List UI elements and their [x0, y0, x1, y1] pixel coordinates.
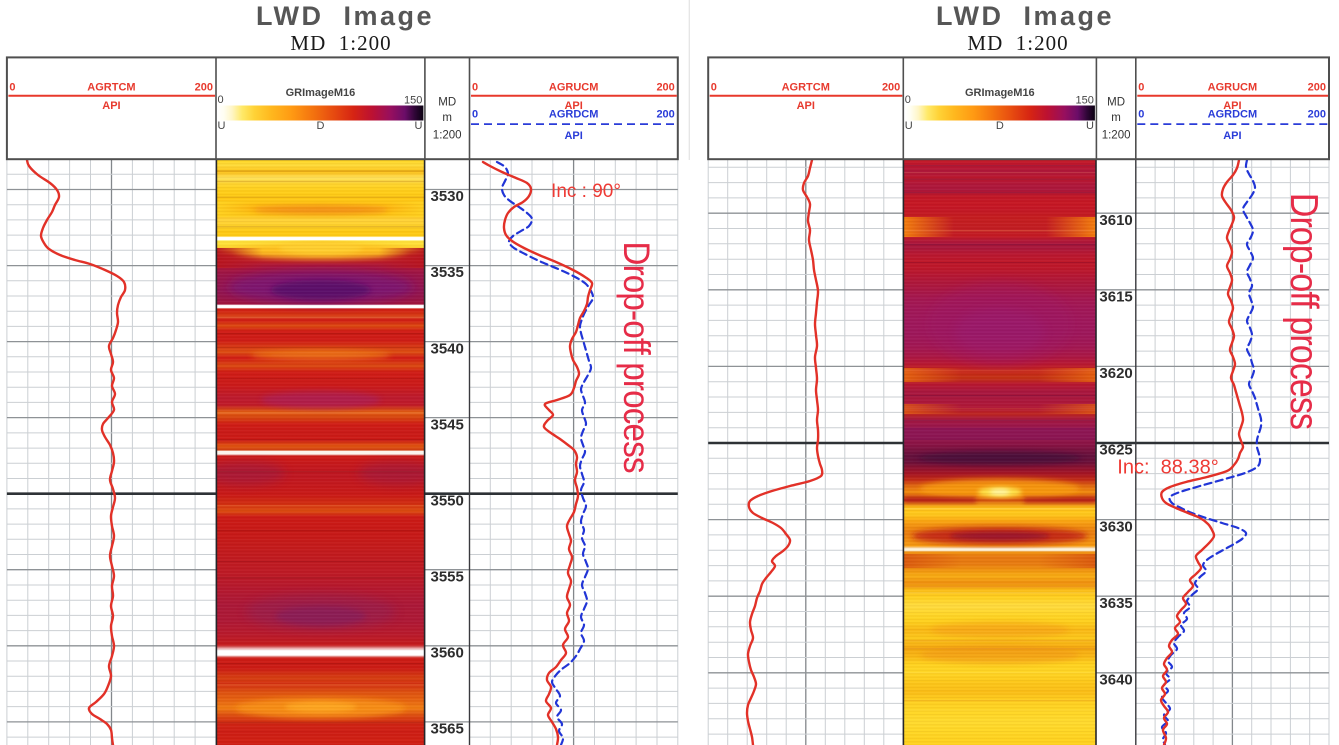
svg-text:150: 150: [404, 95, 422, 107]
svg-text:150: 150: [1076, 95, 1094, 107]
svg-text:200: 200: [195, 82, 213, 94]
svg-text:200: 200: [1308, 109, 1326, 121]
svg-text:API: API: [1223, 130, 1241, 142]
svg-text:1:200: 1:200: [1102, 130, 1131, 142]
svg-text:GRImageM16: GRImageM16: [965, 87, 1035, 99]
svg-text:3565: 3565: [431, 721, 464, 738]
svg-text:API: API: [797, 100, 815, 112]
svg-text:API: API: [564, 100, 582, 112]
svg-text:GRImageM16: GRImageM16: [286, 87, 356, 99]
svg-text:AGRUCM: AGRUCM: [549, 82, 599, 94]
svg-text:3545: 3545: [431, 416, 464, 433]
svg-text:D: D: [316, 120, 324, 132]
svg-text:3540: 3540: [431, 340, 464, 357]
svg-text:0: 0: [1138, 109, 1144, 121]
svg-text:AGRDCM: AGRDCM: [1208, 109, 1258, 121]
svg-text:3625: 3625: [1099, 442, 1132, 459]
svg-text:U: U: [218, 120, 226, 132]
svg-text:0: 0: [1138, 82, 1144, 94]
svg-text:U: U: [1086, 120, 1094, 132]
svg-text:3550: 3550: [431, 492, 464, 509]
svg-text:API: API: [564, 130, 582, 142]
svg-text:3620: 3620: [1099, 365, 1132, 382]
svg-text:200: 200: [882, 82, 900, 94]
svg-text:AGRUCM: AGRUCM: [1208, 82, 1258, 94]
svg-text:3555: 3555: [431, 569, 464, 586]
svg-text:AGRDCM: AGRDCM: [549, 109, 599, 121]
svg-text:AGRTCM: AGRTCM: [782, 82, 830, 94]
svg-text:3615: 3615: [1099, 289, 1132, 306]
svg-text:D: D: [996, 120, 1004, 132]
svg-text:0: 0: [218, 94, 224, 106]
svg-text:AGRTCM: AGRTCM: [87, 82, 135, 94]
svg-text:3635: 3635: [1099, 595, 1132, 612]
svg-text:3630: 3630: [1099, 518, 1132, 535]
svg-text:MD: MD: [438, 97, 456, 109]
svg-text:200: 200: [656, 109, 674, 121]
svg-text:3640: 3640: [1099, 672, 1132, 689]
svg-text:API: API: [1223, 100, 1241, 112]
svg-text:3560: 3560: [431, 645, 464, 662]
svg-text:MD: MD: [1107, 97, 1125, 109]
svg-text:200: 200: [656, 82, 674, 94]
svg-text:200: 200: [1308, 82, 1326, 94]
svg-text:0: 0: [472, 82, 478, 94]
svg-text:1:200: 1:200: [433, 130, 462, 142]
svg-text:3530: 3530: [431, 188, 464, 205]
svg-text:0: 0: [905, 94, 911, 106]
svg-text:m: m: [442, 112, 452, 124]
svg-text:m: m: [1111, 112, 1121, 124]
svg-text:0: 0: [711, 82, 717, 94]
svg-text:U: U: [905, 120, 913, 132]
svg-text:0: 0: [9, 82, 15, 94]
svg-text:U: U: [414, 120, 422, 132]
svg-text:3535: 3535: [431, 264, 464, 281]
svg-text:3610: 3610: [1099, 212, 1132, 229]
svg-text:0: 0: [472, 109, 478, 121]
svg-text:API: API: [102, 100, 120, 112]
